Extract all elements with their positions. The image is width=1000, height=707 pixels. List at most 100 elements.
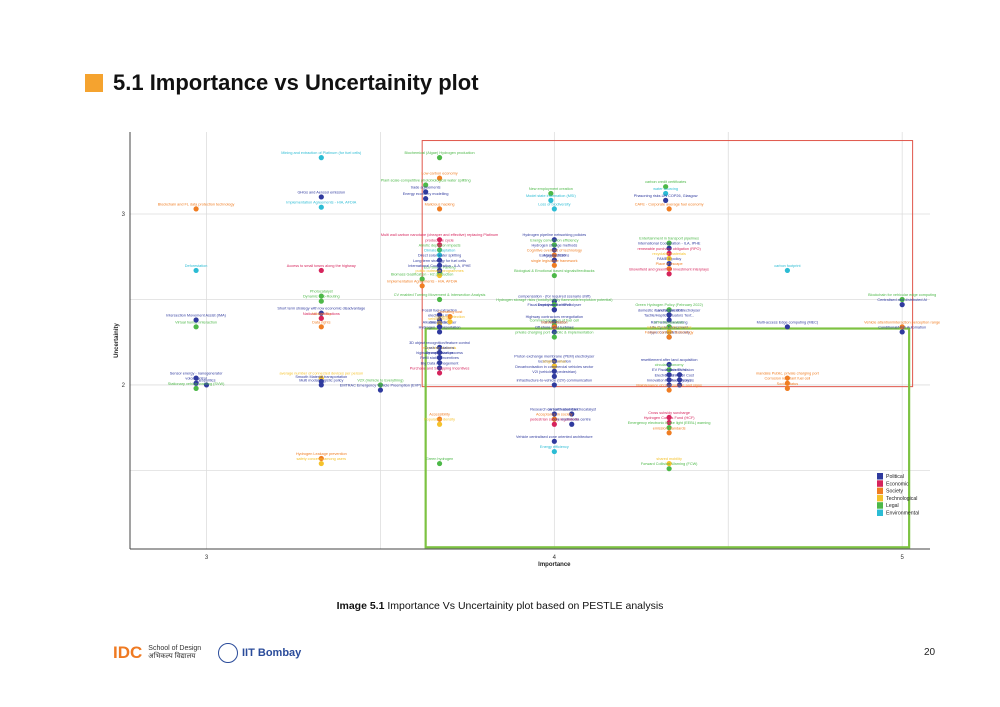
data-point [318,310,324,316]
data-label: carbon credit certificates [645,180,686,184]
data-label: Phasoning risks.UN COP26, Glasgow [634,194,698,198]
data-point [436,416,443,422]
data-point [666,414,672,421]
data-label: Malicious hacking [425,202,455,206]
data-label: Long term strategy for fuel cells [413,259,466,263]
data-label: Low-carbon economy [421,172,457,176]
data-label: Hydrogen pipeline networking policies [522,233,586,237]
data-label: public outreach programmes [416,269,464,273]
data-point [551,247,557,253]
legend-swatch [877,480,883,487]
data-point [203,382,210,388]
data-point [551,257,557,263]
data-point [551,237,557,243]
data-point [436,312,443,318]
data-label: Electrolyser Cost [665,373,695,377]
data-label: RTC Renewables [654,320,684,324]
y-axis-label: Uncertainity [114,323,120,358]
legend-swatch [877,473,883,480]
data-point [551,368,557,374]
data-label: Vehicle centralised zone oriented archit… [516,435,593,439]
data-point [193,324,199,330]
data-label: Agenda 2030 [543,254,566,258]
data-point [551,416,557,422]
data-label: Standardization [541,320,567,324]
data-label: Life Cycle Assessment [650,325,689,329]
data-point [436,242,443,248]
data-point [193,385,199,391]
data-point [666,366,672,373]
data-label: Off shore wind turbines [535,325,574,329]
data-label: Photoelectrolysis [665,378,694,382]
legend-swatch [877,494,883,502]
data-label: voice control [185,377,206,381]
data-point [436,155,443,161]
data-label: Implementation Agreements - HIA, AFDIA [286,201,357,205]
data-label: Deforestation [185,264,208,268]
data-label: water sourcing [653,187,678,191]
data-label: make-to-non-auto-vendors [647,325,692,329]
data-label: 3D object recognition/feature control [409,341,470,345]
data-point [377,387,384,393]
data-label: vehicle repair [428,317,451,321]
data-point [193,206,199,212]
data-label: Commercialization of fuel cell [530,319,580,323]
data-label: Hydrogen Transportation [419,325,461,329]
iit-logo: IIT Bombay [218,643,301,663]
data-label: electricity mix [428,313,451,317]
data-point [666,361,672,368]
legend-label: Political [886,474,904,480]
data-label: Acceptance in society [536,413,573,417]
data-point [436,365,443,371]
data-label: Alkaline electrolyser [423,320,457,324]
data-label: FAME II policy [657,257,681,261]
data-point [676,382,683,388]
data-point [447,313,453,320]
data-label: shared mobility [656,457,682,461]
data-label: Tactile/Haptic actuators Text:.. [644,313,694,317]
data-label: Hydrogen Corpus Fund (HCF) [644,416,696,420]
data-label: Intersection Movement Assist (IMA) [166,313,226,317]
data-point [423,196,429,202]
data-label: compensation - (for required scenario sh… [518,295,591,299]
data-label: Multi modal Logistic policy [299,378,343,382]
data-label: Corrosion resistant fuel cell [764,377,810,381]
data-label: Crash regulations [425,346,455,350]
title-row: 5.1 Importance vs Uncertainity plot [85,70,479,96]
data-label: Rain water harvesting [651,320,688,324]
data-label: Direct solar water splitting [418,254,461,258]
data-label: Place of escape [656,262,683,266]
data-point [666,271,672,277]
data-point [666,312,672,318]
data-label: Energy efficiency [540,445,569,449]
data-label: Hydrogen storage methods [531,243,577,247]
data-point [784,385,790,391]
data-point [666,324,672,330]
data-point [551,324,557,330]
data-label: Decarbonisation in commercial vehicles s… [515,365,594,369]
data-label: Proton exchange membrane (PEM) electroly… [514,355,595,359]
data-label: trade agreements [411,185,441,189]
data-label: International Cooperation - ILA, IPHE [408,264,471,268]
data-label: Access to small towns along the highway [287,264,356,268]
data-point [551,334,557,340]
data-point [666,430,672,436]
data-point [666,372,672,378]
data-point [318,315,324,321]
data-point [551,382,557,388]
data-label: Centralised and distributed AI [877,298,927,302]
data-point [551,272,557,279]
data-point [666,206,672,212]
data-label: single legislative framework [531,259,578,263]
data-label: Loss of biodiversity [538,202,570,206]
data-point [551,438,557,444]
data-point [436,247,443,253]
data-label: Dynamic Eco-Routing [303,295,340,299]
data-point [551,358,557,364]
data-label: Full Automation [541,320,567,324]
data-label: carbon footprint [774,264,801,268]
data-point [666,387,672,393]
data-label: Deployment of IPv6 [538,303,571,307]
data-label: Land acquisition [655,308,682,312]
data-point [899,296,905,303]
